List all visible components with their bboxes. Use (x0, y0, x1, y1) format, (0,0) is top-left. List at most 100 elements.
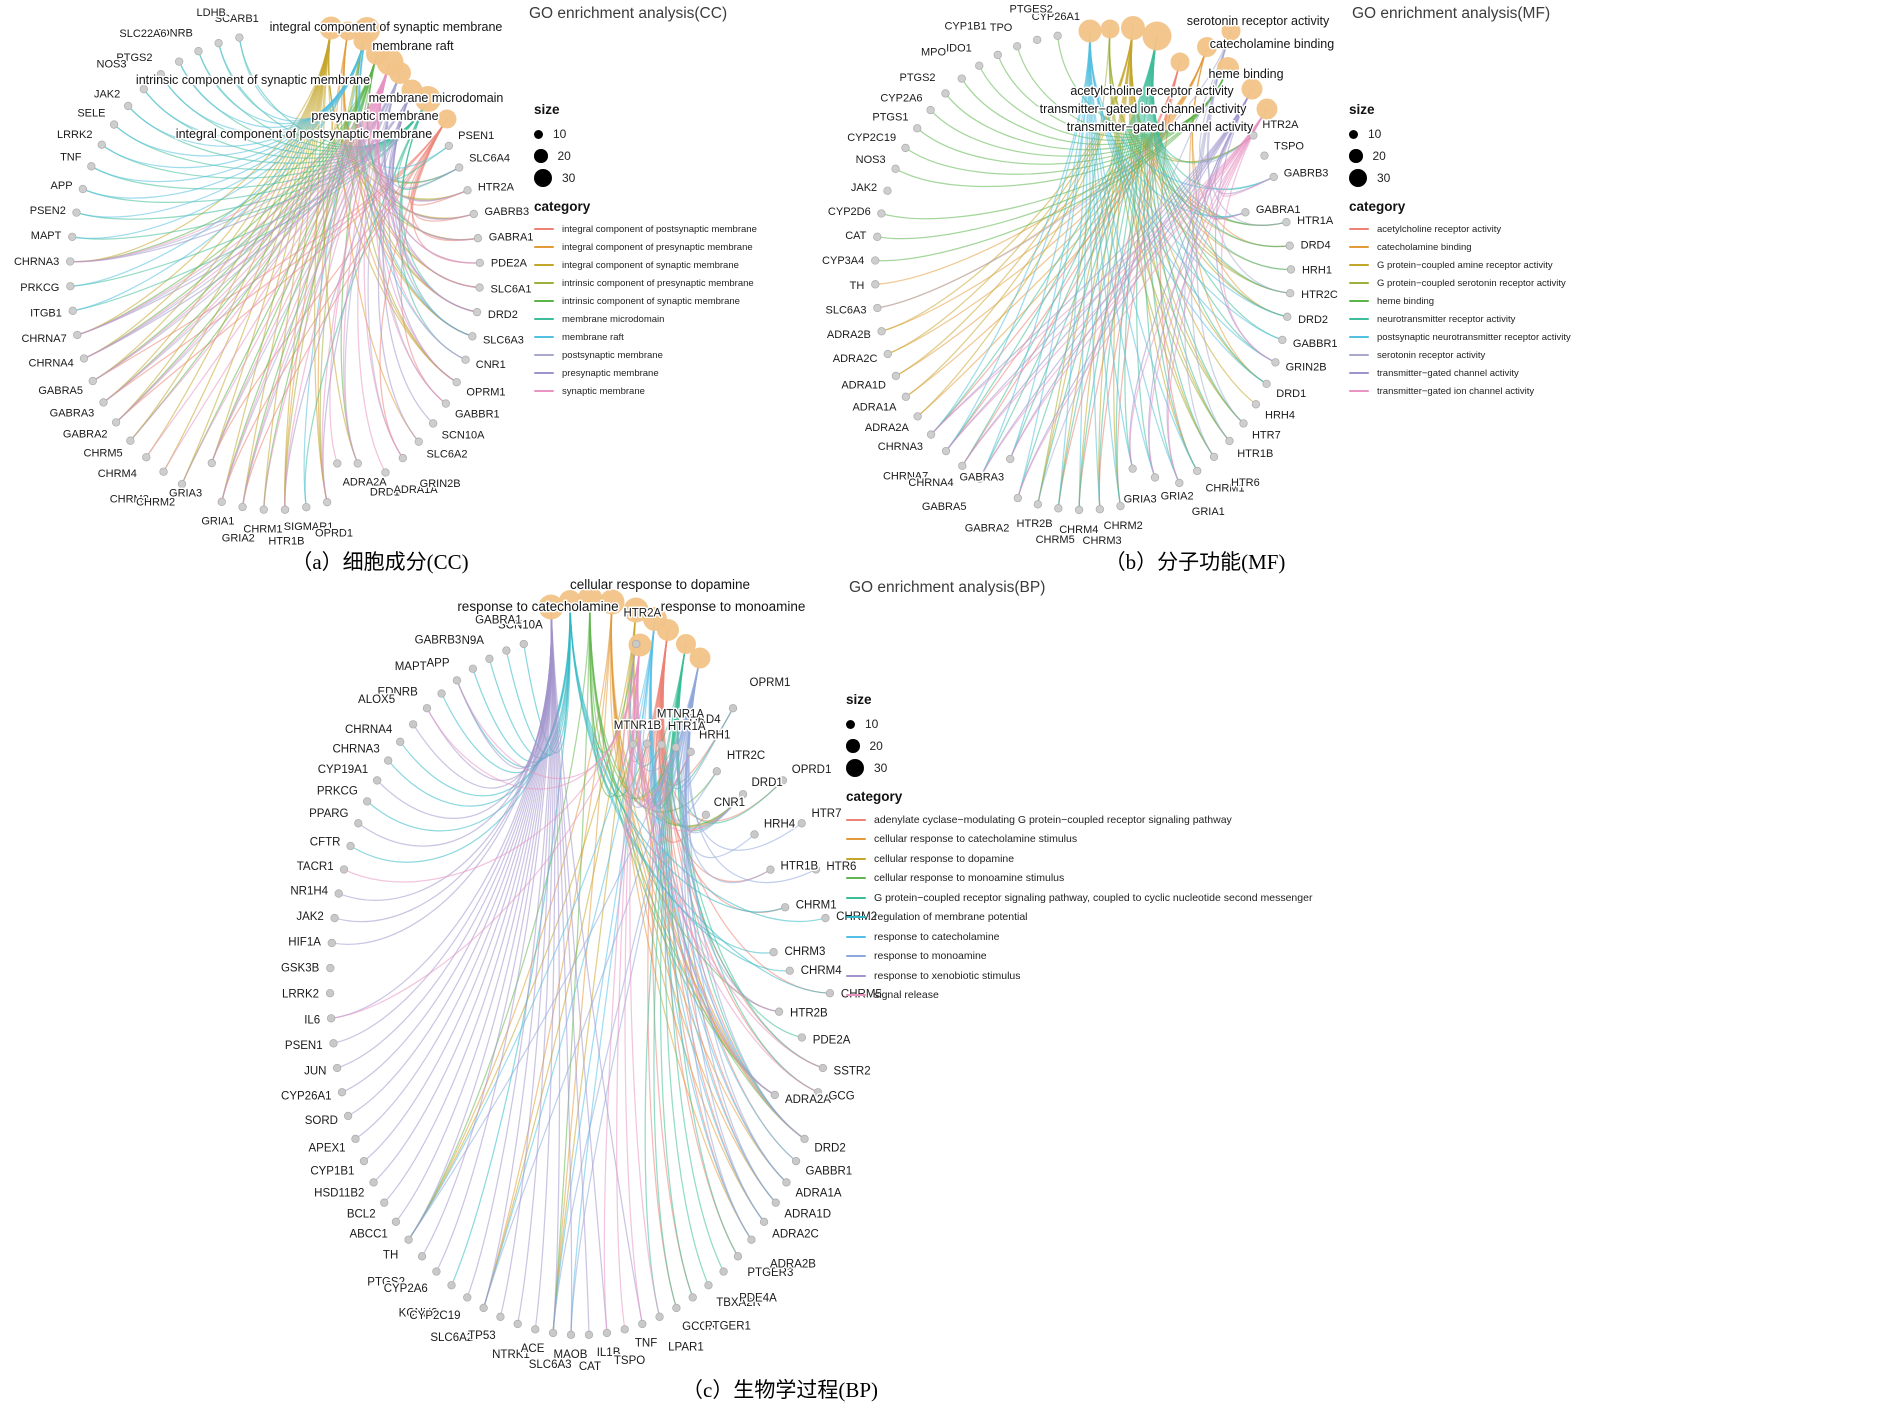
edge (72, 29, 368, 312)
category-color-line (846, 994, 866, 997)
gene-label: ADRA2B (770, 1258, 816, 1270)
gene-label: JAK2 (296, 911, 324, 923)
edge (129, 61, 391, 442)
edge (680, 657, 744, 834)
gene-node (1175, 478, 1184, 488)
gene-node (901, 392, 911, 401)
gene-label: DRD2 (814, 1143, 845, 1155)
gene-label: CHRM1 (796, 899, 837, 911)
gene-label: GABRB3 (484, 206, 529, 218)
gene-label: TH (850, 280, 865, 292)
edge (550, 606, 608, 1334)
gene-node (1128, 464, 1137, 473)
size-value: 10 (553, 127, 567, 141)
gene-label: GABRA5 (38, 385, 83, 397)
gene-label: PTGS1 (872, 112, 908, 124)
gene-node (1271, 358, 1280, 367)
size-value: 20 (1372, 149, 1386, 163)
panel-mf-caption: （b）分子功能(MF) (1104, 550, 1286, 574)
gene-label: SLC6A4 (469, 153, 510, 165)
edge (917, 46, 1208, 418)
category-legend-title: category (534, 199, 591, 214)
gene-node (66, 282, 75, 291)
gene-label: HRH1 (699, 729, 730, 741)
category-hub (1241, 78, 1263, 100)
hub-label: response to monoamine (661, 599, 806, 614)
category-name: integral component of synaptic membrane (562, 259, 739, 271)
gene-node (642, 739, 652, 748)
category-legend-row: presynaptic membrane (534, 364, 757, 382)
gene-label: CYP19A1 (318, 764, 369, 776)
gene-label: CHRNA3 (878, 441, 923, 453)
edge (1116, 61, 1181, 507)
gene-label: TSPO (1274, 140, 1304, 152)
gene-node (513, 1319, 522, 1329)
gene-label: HTR1A (668, 721, 706, 733)
gene-node (461, 355, 470, 364)
gene-node (87, 162, 96, 171)
edge (1207, 30, 1291, 294)
gene-node (429, 419, 438, 428)
edge (917, 27, 1134, 418)
category-legend-row: G protein−coupled receptor signaling pat… (846, 888, 1312, 908)
category-name: transmitter−gated ion channel activity (1377, 385, 1535, 397)
edge (677, 643, 824, 1069)
gene-label: CAT (579, 1361, 601, 1373)
category-legend-row: postsynaptic membrane (534, 346, 757, 364)
gene-node (941, 446, 951, 456)
gene-node (381, 468, 390, 477)
panel-bp-caption: （c）生物学过程(BP) (682, 1378, 878, 1402)
gene-label: HTR6 (1231, 477, 1260, 489)
gene-label: ITGB1 (30, 308, 62, 320)
gene-node (1033, 35, 1042, 45)
gene-label: APEX1 (309, 1143, 346, 1155)
gene-node (437, 689, 446, 698)
category-hub (338, 21, 358, 41)
gene-node (398, 453, 407, 463)
edge (263, 27, 332, 511)
gene-label: PTGS2 (899, 72, 935, 84)
gene-node (780, 903, 790, 912)
gene-label: HTR1A (1297, 215, 1334, 227)
gene-label: CNR1 (476, 359, 506, 371)
gene-label: LRRK2 (282, 988, 319, 1000)
edge (357, 29, 450, 169)
edge (688, 657, 817, 884)
gene-label: DRD1 (1276, 388, 1306, 400)
edge-group (69, 89, 481, 511)
category-color-line (534, 282, 554, 284)
gene-label: GABBR1 (455, 409, 500, 421)
gene-label: SLC6A3 (529, 1359, 572, 1371)
gene-label: SLC22A6 (119, 28, 166, 40)
gene-label: ADRA2B (827, 329, 871, 341)
category-legend: category integral component of postsynapt… (534, 199, 757, 400)
edge (284, 89, 413, 511)
gene-node (747, 1235, 756, 1244)
gene-label: CYP2D6 (828, 206, 871, 218)
edge (435, 606, 553, 1273)
gene-label: DRD4 (1301, 239, 1331, 251)
edge (482, 601, 613, 1309)
edges (330, 598, 831, 1336)
gene-label: CYP26A1 (281, 1091, 332, 1103)
gene-node (432, 1267, 441, 1276)
gene-label: HTR2C (1301, 289, 1338, 301)
size-legend-row: 30 (846, 757, 1312, 779)
gene-label: ADRA2C (833, 353, 878, 365)
category-name: neurotransmitter receptor activity (1377, 313, 1516, 325)
category-legend-row: integral component of presynaptic membra… (534, 238, 757, 256)
gene-node (1054, 504, 1063, 513)
gene-node (671, 743, 681, 752)
gene-node (519, 639, 528, 649)
gene-node (473, 234, 483, 243)
gene-node (957, 74, 966, 83)
gene-label: SLC6A3 (826, 305, 867, 317)
gene-label: PSEN1 (458, 130, 494, 142)
gene-label: CHRNA4 (908, 477, 953, 489)
gene-label: CYP1B1 (944, 20, 986, 32)
gene-node (194, 47, 203, 56)
gene-label: CYP3A4 (822, 255, 864, 267)
category-legend-row: heme binding (1349, 292, 1571, 310)
size-dot (1349, 149, 1363, 163)
gene-node (99, 398, 108, 407)
